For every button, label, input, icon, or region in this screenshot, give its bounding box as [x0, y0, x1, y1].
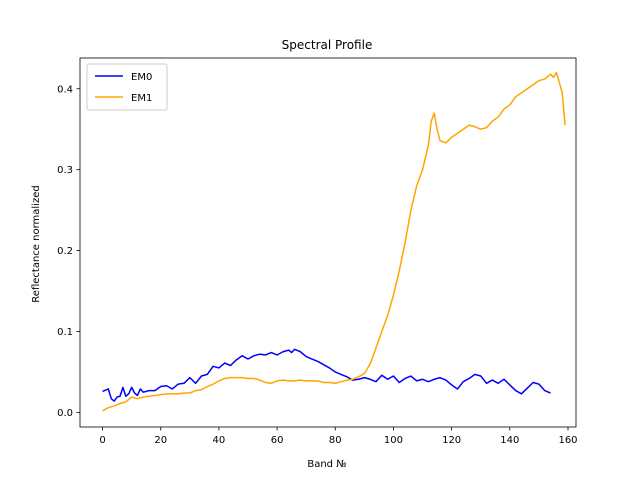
y-tick-label: 0.4	[57, 84, 73, 95]
legend-label-em0: EM0	[131, 72, 152, 83]
legend-box	[86, 63, 168, 111]
axes-frame	[79, 57, 577, 428]
series-line-em1	[102, 71, 566, 412]
x-tick-label: 80	[329, 435, 342, 446]
y-tick-label: 0.1	[57, 327, 73, 338]
x-tick-label: 40	[213, 435, 226, 446]
y-tick-label: 0.2	[57, 246, 73, 257]
legend: EM0 EM1	[86, 63, 168, 111]
plot-area: 0 20 40 60 80 100 120 140 160 0.0 0.1 0.2 0.3 0.4	[57, 57, 578, 446]
x-tick-label: 160	[558, 435, 577, 446]
series-line-em0	[102, 348, 551, 402]
y-axis-title: Reflectance normalized	[31, 185, 42, 302]
x-tick-label: 140	[500, 435, 519, 446]
x-tick-label: 0	[99, 435, 105, 446]
legend-label-em1: EM1	[131, 93, 152, 104]
x-tick-label: 60	[271, 435, 284, 446]
x-tick-label: 120	[442, 435, 461, 446]
chart-title: Spectral Profile	[282, 38, 373, 52]
y-tick-label: 0.3	[57, 165, 73, 176]
x-tick-label: 100	[384, 435, 403, 446]
y-tick-label: 0.0	[57, 408, 73, 419]
x-axis-title: Band №	[307, 459, 346, 470]
x-tick-label: 20	[154, 435, 167, 446]
